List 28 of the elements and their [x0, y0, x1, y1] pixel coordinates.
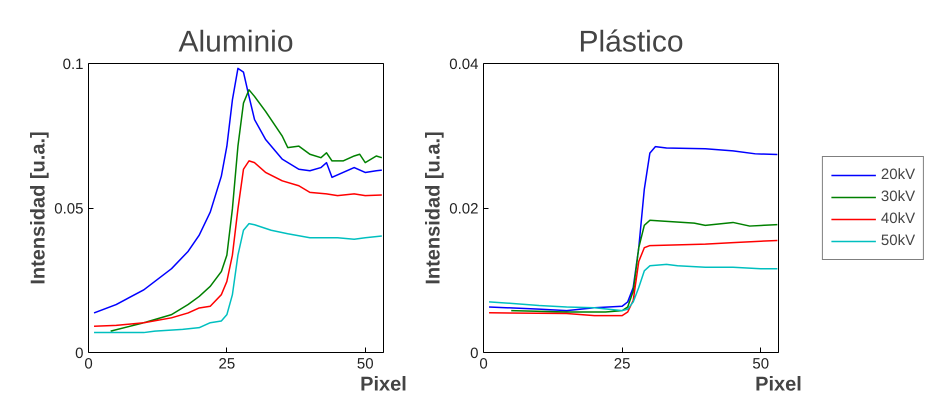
- y-tick-label: 0.04: [449, 56, 479, 73]
- x-axis-title: Pixel: [755, 374, 802, 396]
- line-series: [93, 160, 383, 327]
- x-axis-title: Pixel: [360, 374, 407, 396]
- x-tick-label: 25: [218, 356, 236, 372]
- legend-label: 20kV: [880, 166, 916, 183]
- y-axis-title: Intensidad [u.a.]: [27, 131, 50, 285]
- line-series: [110, 89, 383, 332]
- chart-title: Plástico: [578, 26, 684, 58]
- legend-label: 40kV: [880, 210, 916, 227]
- y-tick-label: 0.1: [62, 56, 84, 73]
- y-tick-label: 0: [470, 345, 478, 362]
- line-series: [488, 264, 778, 312]
- line-series: [510, 220, 778, 313]
- y-axis-title: Intensidad [u.a.]: [422, 131, 444, 285]
- x-tick-label: 50: [356, 356, 374, 372]
- line-series: [488, 240, 778, 316]
- chart-title: Aluminio: [178, 26, 294, 58]
- line-series: [488, 146, 778, 312]
- line-series: [93, 68, 383, 314]
- x-tick-label: 25: [614, 356, 630, 372]
- y-tick-label: 0: [75, 345, 84, 362]
- line-series: [93, 222, 383, 334]
- y-tick-label: 0.02: [449, 200, 479, 218]
- y-tick-label: 0.05: [54, 200, 84, 218]
- x-tick-label: 50: [752, 356, 770, 372]
- legend-label: 30kV: [880, 188, 916, 205]
- legend-label: 50kV: [880, 232, 916, 249]
